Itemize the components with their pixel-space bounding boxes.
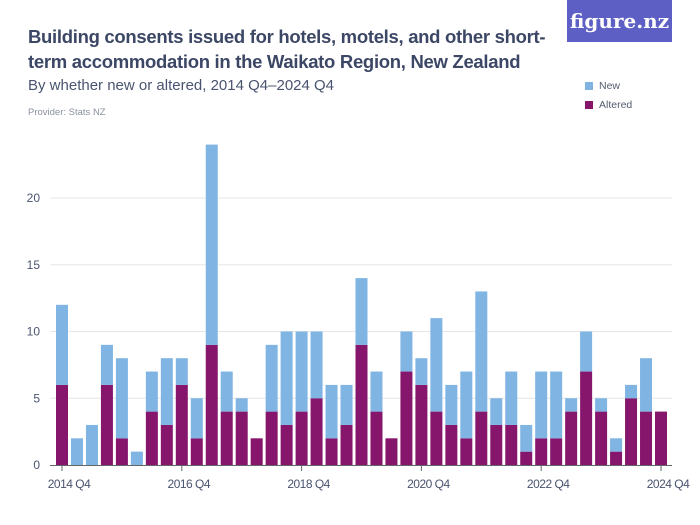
- bar-altered: [175, 384, 188, 465]
- y-tick-label: 5: [33, 391, 40, 405]
- bar-altered: [625, 398, 638, 465]
- legend-item-new: New: [585, 80, 620, 92]
- y-tick-label: 20: [27, 191, 41, 205]
- bar-new: [370, 371, 383, 412]
- bar-altered: [565, 411, 578, 465]
- bar-altered: [535, 438, 548, 465]
- x-tick-label: 2018 Q4: [287, 477, 330, 491]
- bar-new: [56, 304, 68, 385]
- bar-altered: [460, 438, 473, 465]
- bar-new: [490, 398, 503, 425]
- bar-altered: [265, 411, 278, 465]
- bar-new: [610, 438, 623, 452]
- bar-altered: [640, 411, 653, 465]
- bar-new: [535, 371, 548, 439]
- bar-altered: [550, 438, 563, 465]
- legend-label-altered: Altered: [599, 99, 633, 111]
- legend-label-new: New: [599, 80, 621, 92]
- bar-altered: [490, 424, 503, 465]
- bar-altered: [100, 384, 113, 465]
- bar-altered: [160, 424, 173, 465]
- bar-new: [595, 398, 608, 412]
- bar-altered: [295, 411, 308, 465]
- bar-altered: [610, 451, 623, 465]
- x-tick-label: 2014 Q4: [48, 477, 91, 491]
- bar-altered: [340, 424, 353, 465]
- x-tick-label: 2020 Q4: [407, 477, 450, 491]
- bar-new: [205, 144, 218, 345]
- bar-altered: [385, 438, 398, 465]
- bar-new: [160, 358, 173, 425]
- bar-altered: [520, 451, 533, 465]
- bar-new: [220, 371, 233, 412]
- bar-new: [130, 451, 143, 465]
- bar-new: [190, 398, 203, 439]
- y-tick-label: 10: [27, 325, 41, 339]
- bar-altered: [400, 371, 413, 465]
- bar-new: [430, 318, 443, 412]
- bar-altered: [280, 424, 293, 465]
- bar-new: [280, 331, 293, 425]
- bar-altered: [325, 438, 338, 465]
- bar-new: [265, 344, 278, 412]
- x-tick-label: 2016 Q4: [168, 477, 211, 491]
- bar-altered: [580, 371, 593, 465]
- bar-new: [340, 384, 353, 425]
- legend-item-altered: Altered: [585, 99, 632, 111]
- bar-new: [580, 331, 593, 372]
- bar-new: [85, 424, 98, 465]
- bar-new: [100, 344, 113, 385]
- figure-nz-logo[interactable]: figure.nz: [567, 0, 672, 42]
- bar-new: [325, 384, 338, 439]
- bar-altered: [56, 384, 68, 465]
- bar-new: [415, 358, 428, 385]
- bar-altered: [145, 411, 158, 465]
- bar-new: [295, 331, 308, 412]
- bar-altered: [235, 411, 248, 465]
- bar-new: [460, 371, 473, 439]
- provider-note: Provider: Stats NZ: [28, 107, 106, 118]
- logo-text: figure.nz: [569, 9, 670, 33]
- bar-new: [640, 358, 653, 412]
- legend-swatch-altered: [585, 101, 593, 109]
- bar-altered: [445, 424, 458, 465]
- bar-new: [235, 398, 248, 412]
- bar-new: [625, 384, 638, 399]
- bar-altered: [250, 438, 263, 465]
- chart-subtitle: By whether new or altered, 2014 Q4–2024 …: [28, 77, 335, 94]
- bar-new: [115, 358, 128, 439]
- bar-altered: [430, 411, 443, 465]
- bar-altered: [355, 344, 368, 465]
- x-tick-label: 2024 Q4: [647, 477, 690, 491]
- y-tick-label: 15: [27, 258, 41, 272]
- bar-new: [400, 331, 413, 372]
- bar-new: [310, 331, 323, 399]
- legend-swatch-new: [585, 82, 593, 90]
- x-tick-label: 2022 Q4: [527, 477, 570, 491]
- bar-altered: [475, 411, 488, 465]
- bar-altered: [370, 411, 383, 465]
- bar-new: [175, 358, 188, 385]
- chart-title: Building consents issued for hotels, mot…: [28, 26, 546, 72]
- bar-new: [520, 424, 533, 452]
- bar-altered: [190, 438, 203, 465]
- bar-altered: [220, 411, 233, 465]
- bar-new: [475, 291, 488, 412]
- bar-altered: [415, 384, 428, 465]
- bar-altered: [505, 424, 518, 465]
- bar-new: [355, 278, 368, 345]
- bar-altered: [115, 438, 128, 465]
- bar-new: [565, 398, 578, 412]
- bar-altered: [205, 344, 218, 465]
- bar-new: [505, 371, 518, 425]
- y-tick-label: 0: [33, 458, 40, 472]
- bar-new: [70, 438, 83, 465]
- bar-altered: [655, 411, 667, 465]
- bar-altered: [595, 411, 608, 465]
- bar-new: [445, 384, 458, 425]
- bar-altered: [310, 398, 323, 465]
- bar-new: [145, 371, 158, 412]
- bar-new: [550, 371, 563, 439]
